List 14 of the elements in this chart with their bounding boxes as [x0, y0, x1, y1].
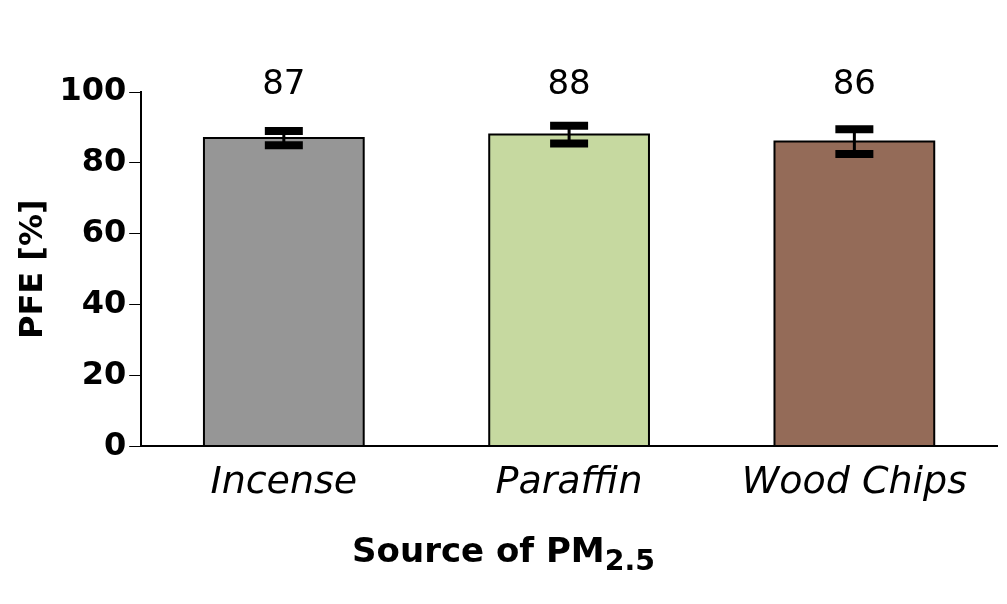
data-label: 88	[547, 61, 591, 102]
y-tick-label: 100	[59, 70, 127, 109]
y-tick-label: 20	[81, 353, 127, 392]
y-tick-label: 60	[81, 212, 127, 251]
y-tick-label: 0	[103, 424, 127, 463]
y-axis-title: PFE [%]	[11, 199, 50, 340]
x-tick-label: Wood Chips	[741, 458, 968, 503]
data-label: 86	[832, 61, 876, 102]
x-tick-label: Paraffin	[495, 458, 643, 503]
y-tick-label: 80	[81, 141, 127, 180]
y-tick-label: 40	[81, 282, 127, 321]
x-tick-label: Incense	[210, 458, 358, 503]
x-axis-title: Source of PM$_{2.5}$	[351, 530, 656, 577]
data-label: 87	[262, 61, 306, 102]
